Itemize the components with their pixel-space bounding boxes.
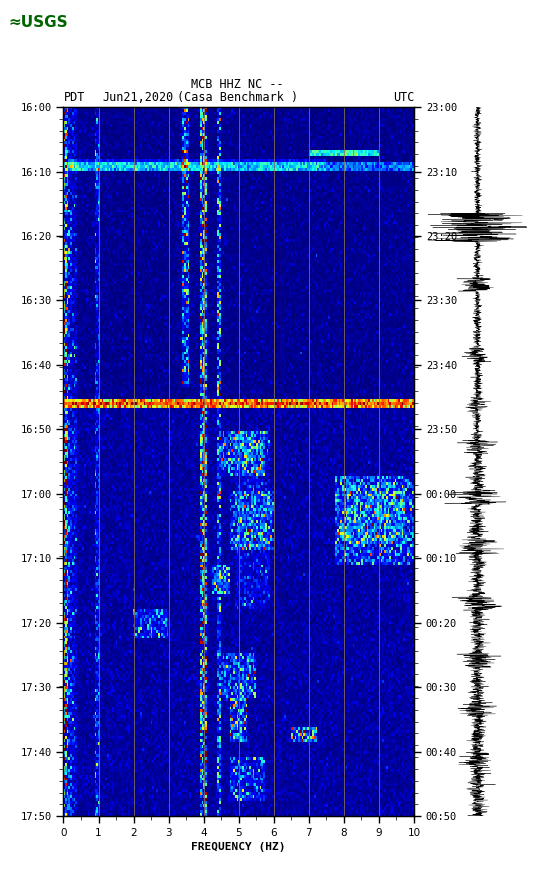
Text: UTC: UTC	[392, 91, 414, 104]
X-axis label: FREQUENCY (HZ): FREQUENCY (HZ)	[192, 842, 286, 852]
Text: PDT: PDT	[63, 91, 85, 104]
Text: (Casa Benchmark ): (Casa Benchmark )	[177, 91, 298, 104]
Text: MCB HHZ NC --: MCB HHZ NC --	[191, 78, 284, 91]
Text: Jun21,2020: Jun21,2020	[102, 91, 173, 104]
Text: ≈USGS: ≈USGS	[9, 15, 68, 29]
